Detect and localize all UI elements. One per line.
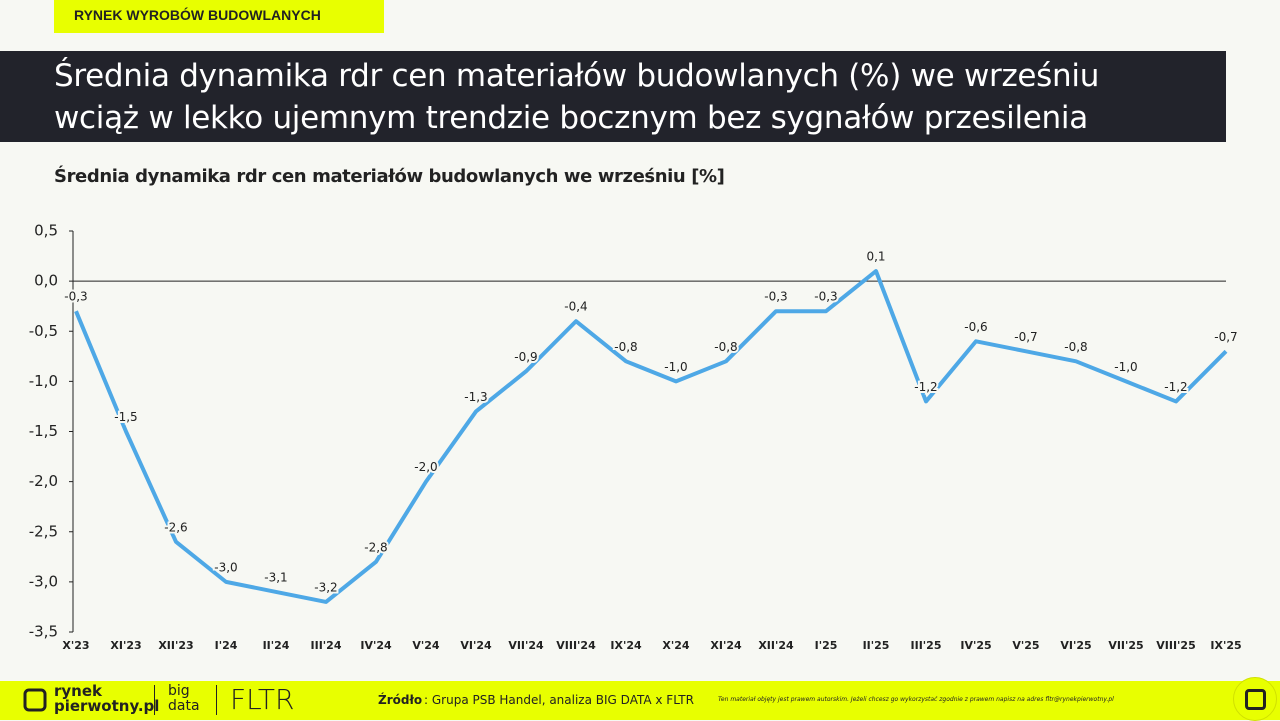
x-tick-label: VII'25	[1108, 639, 1143, 652]
y-tick-label: -3,5	[29, 623, 58, 641]
data-label: -0,8	[1064, 340, 1087, 354]
data-label: -0,4	[564, 300, 587, 314]
y-tick-label: -0,5	[29, 322, 58, 340]
x-tick-label: II'24	[263, 639, 290, 652]
title-line: wciąż w lekko ujemnym trendzie bocznym b…	[54, 100, 1088, 136]
big-data-logo: big	[168, 683, 190, 699]
data-label: 0,1	[866, 250, 885, 264]
data-label: -3,0	[214, 560, 237, 574]
x-tick-label: VI'24	[460, 639, 492, 652]
data-label: -1,2	[1164, 380, 1187, 394]
section-tag: RYNEK WYROBÓW BUDOWLANYCH	[54, 0, 384, 33]
copyright: Ten materiał objęty jest prawem autorski…	[718, 696, 1114, 703]
data-label: -1,3	[464, 390, 487, 404]
data-label: -2,6	[164, 520, 187, 534]
x-tick-label: V'25	[1012, 639, 1039, 652]
x-tick-label: I'25	[815, 639, 838, 652]
data-label: -0,8	[614, 340, 637, 354]
data-label: -3,1	[264, 570, 287, 584]
x-tick-label: IV'25	[960, 639, 991, 652]
data-label: -0,7	[1014, 330, 1037, 344]
x-tick-label: X'23	[62, 639, 89, 652]
data-label: -0,3	[814, 290, 837, 304]
x-tick-label: XII'23	[158, 639, 193, 652]
title-bar: Średnia dynamika rdr cen materiałów budo…	[0, 51, 1226, 142]
source-label: Źródło	[378, 693, 423, 707]
x-tick-label: XI'24	[710, 639, 742, 652]
y-tick-label: -1,0	[29, 372, 58, 390]
y-tick-label: -3,0	[29, 572, 58, 590]
chart-title: Średnia dynamika rdr cen materiałów budo…	[54, 165, 725, 187]
footer: rynek pierwotny.pl big data FLTR Źródło …	[0, 681, 1280, 720]
data-label: -1,5	[114, 410, 137, 424]
data-label: -1,0	[1114, 360, 1137, 374]
x-tick-label: I'24	[215, 639, 238, 652]
x-tick-label: IV'24	[360, 639, 392, 652]
y-tick-label: -1,5	[29, 422, 58, 440]
data-label: -0,3	[764, 290, 787, 304]
data-label: -0,7	[1214, 330, 1237, 344]
corner-logo	[1233, 677, 1277, 721]
data-label: -1,0	[664, 360, 687, 374]
data-label: -2,0	[414, 460, 437, 474]
data-line	[74, 269, 1228, 604]
y-tick-label: -2,0	[29, 472, 58, 490]
x-tick-label: VIII'25	[1156, 639, 1195, 652]
data-label: -0,8	[714, 340, 737, 354]
title-line: Średnia dynamika rdr cen materiałów budo…	[54, 58, 1100, 94]
chart: Średnia dynamika rdr cen materiałów budo…	[29, 165, 1242, 652]
data-label: -2,8	[364, 540, 387, 554]
logo-text: pierwotny.pl	[54, 697, 160, 715]
x-tick-label: XII'24	[758, 639, 794, 652]
logo-text: rynek	[54, 682, 103, 700]
big-data-logo: data	[168, 698, 200, 714]
x-tick-label: III'25	[911, 639, 942, 652]
y-tick-label: 0,0	[34, 272, 58, 290]
data-label: -0,6	[964, 320, 987, 334]
fltr-logo: FLTR	[230, 683, 295, 716]
x-tick-label: X'24	[662, 639, 690, 652]
x-tick-label: III'24	[311, 639, 342, 652]
x-tick-label: IX'25	[1210, 639, 1241, 652]
data-label: -0,3	[64, 290, 87, 304]
logo-icon	[23, 688, 47, 712]
data-label: -3,2	[314, 580, 337, 594]
x-tick-label: XI'23	[110, 639, 141, 652]
x-tick-label: V'24	[412, 639, 440, 652]
x-tick-label: II'25	[863, 639, 890, 652]
data-label: -1,2	[914, 380, 937, 394]
data-label: -0,9	[514, 350, 537, 364]
x-tick-label: VIII'24	[556, 639, 596, 652]
x-tick-label: VI'25	[1060, 639, 1091, 652]
y-tick-label: -2,5	[29, 522, 58, 540]
x-tick-label: VII'24	[508, 639, 544, 652]
source: : Grupa PSB Handel, analiza BIG DATA x F…	[424, 693, 694, 707]
x-tick-label: IX'24	[610, 639, 642, 652]
y-tick-label: 0,5	[34, 222, 58, 240]
